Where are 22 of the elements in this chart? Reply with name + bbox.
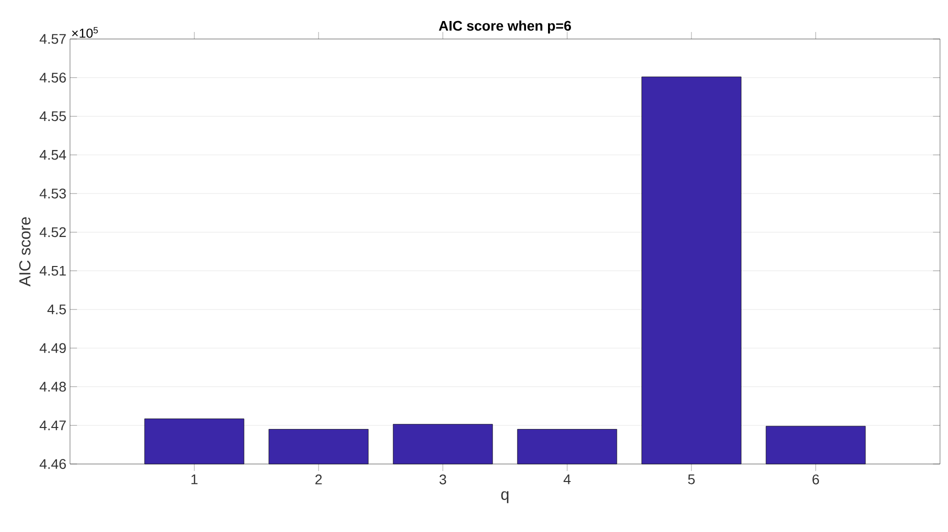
text: ×10$^{5}$ xyxy=(72,27,98,38)
y-axis-title: AIC score xyxy=(19,217,30,286)
y-tick-label: 4.51 xyxy=(40,266,66,276)
y-tick-label: 4.49 xyxy=(40,343,66,354)
y-tick-label: 4.55 xyxy=(40,111,66,122)
y-tick-label: 4.52 xyxy=(40,227,66,238)
y-tick-label: 4.57 xyxy=(40,34,66,44)
x-tick-label: 5 xyxy=(688,474,695,484)
x-axis-title: q xyxy=(501,491,508,504)
x-tick-label: 3 xyxy=(440,474,446,484)
y-tick-label: 4.47 xyxy=(40,420,66,430)
y-tick-label: 4.48 xyxy=(40,382,66,392)
x-tick-label: 6 xyxy=(812,474,819,484)
y-tick-label: 4.56 xyxy=(40,72,66,83)
y-tick-label: 4.5 xyxy=(47,304,66,314)
x-tick-label: 2 xyxy=(315,474,322,484)
chart-title: AIC score when p=6 xyxy=(438,20,571,34)
x-tick-label: 1 xyxy=(191,474,198,484)
x-tick-label: 4 xyxy=(564,474,571,484)
y-tick-label: 4.46 xyxy=(40,459,66,469)
y-tick-label: 4.53 xyxy=(40,188,66,198)
y-tick-label: 4.54 xyxy=(40,150,66,160)
